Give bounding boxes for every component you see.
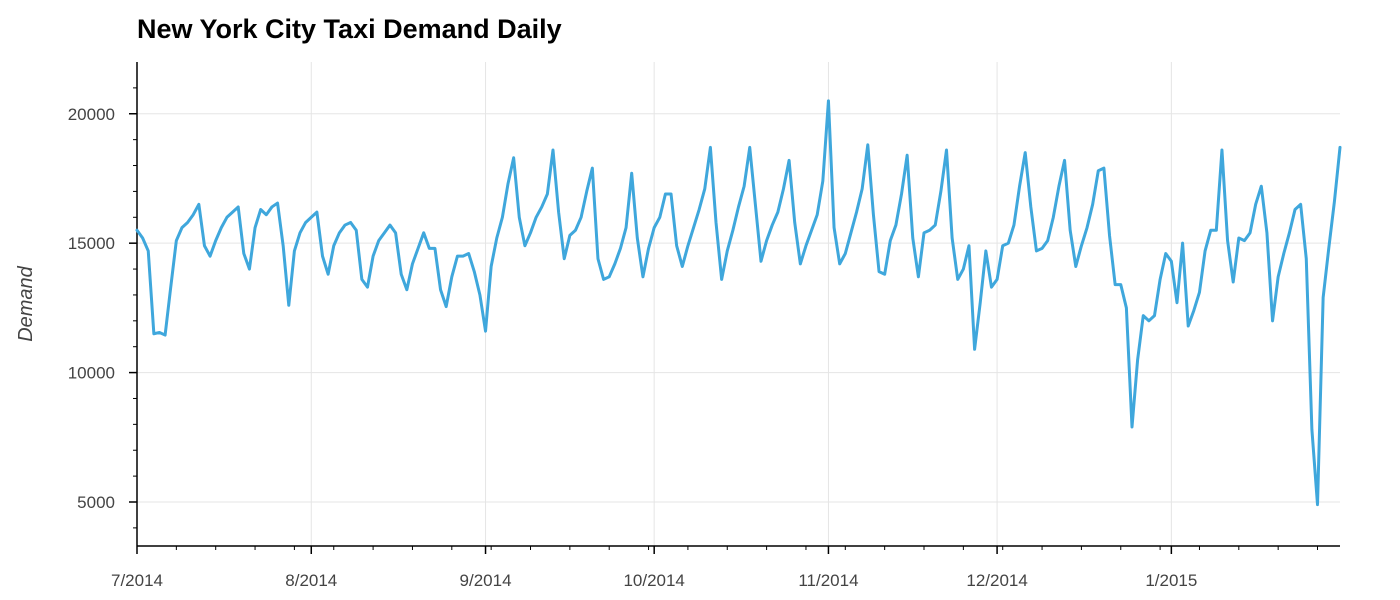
x-tick-label: 1/2015 [1145, 571, 1197, 590]
axes: 7/2014 8/2014 9/2014 10/2014 11/2014 12/2014 1… [68, 62, 1340, 590]
y-tick-label: 15000 [68, 234, 115, 253]
chart-title: New York City Taxi Demand Daily [137, 14, 562, 44]
grid [137, 62, 1340, 546]
x-tick-label: 12/2014 [966, 571, 1027, 590]
x-tick-label: 7/2014 [111, 571, 163, 590]
y-axis-label: Demand [15, 265, 37, 341]
x-tick-label: 8/2014 [285, 571, 337, 590]
x-tick-label: 9/2014 [460, 571, 512, 590]
y-tick-label: 5000 [77, 493, 115, 512]
x-tick-label: 10/2014 [623, 571, 684, 590]
x-tick-label: 11/2014 [798, 571, 858, 590]
series-line [135, 99, 1342, 507]
y-tick-label: 20000 [68, 105, 115, 124]
series [135, 99, 1342, 507]
y-tick-label: 10000 [68, 364, 115, 383]
